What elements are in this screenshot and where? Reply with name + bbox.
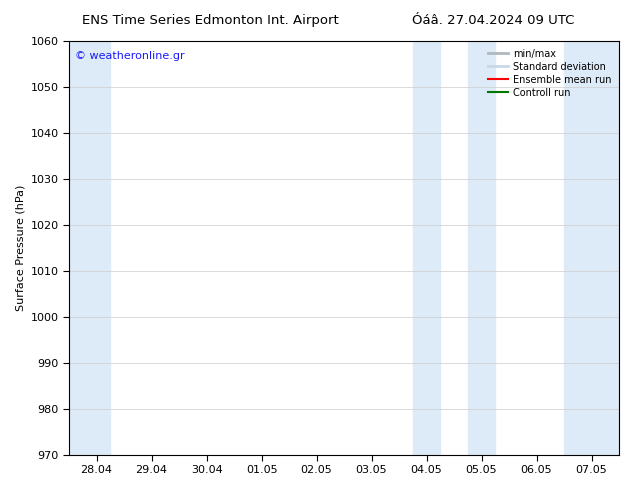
Text: Óáâ. 27.04.2024 09 UTC: Óáâ. 27.04.2024 09 UTC	[412, 14, 574, 27]
Text: © weatheronline.gr: © weatheronline.gr	[75, 51, 184, 61]
Y-axis label: Surface Pressure (hPa): Surface Pressure (hPa)	[15, 185, 25, 311]
Bar	[69, 41, 110, 455]
Bar	[468, 41, 495, 455]
Text: ENS Time Series Edmonton Int. Airport: ENS Time Series Edmonton Int. Airport	[82, 14, 339, 27]
Legend: min/max, Standard deviation, Ensemble mean run, Controll run: min/max, Standard deviation, Ensemble me…	[486, 46, 614, 100]
Bar	[413, 41, 440, 455]
Bar	[564, 41, 619, 455]
